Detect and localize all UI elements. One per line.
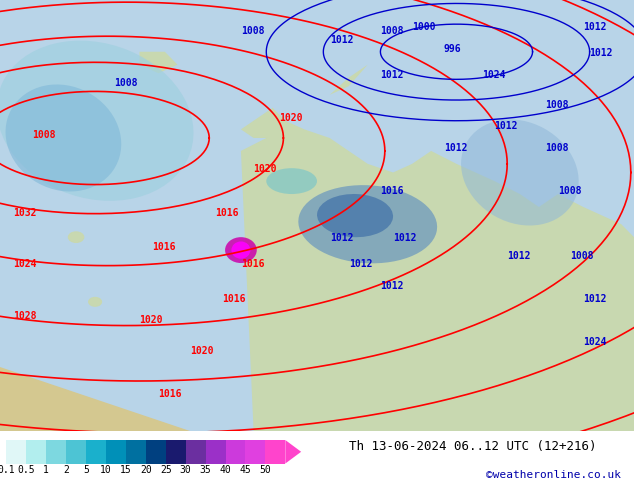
Text: 1008: 1008 (545, 143, 569, 153)
Text: 1008: 1008 (241, 26, 264, 36)
Text: 1012: 1012 (583, 22, 607, 32)
Text: 1024: 1024 (13, 259, 36, 270)
Bar (66, 440, 86, 464)
Bar (186, 440, 205, 464)
Polygon shape (285, 440, 301, 464)
Polygon shape (0, 367, 634, 474)
Text: 15: 15 (120, 466, 132, 475)
Text: 1012: 1012 (590, 48, 613, 58)
Bar (146, 440, 165, 464)
Text: 1020: 1020 (190, 345, 214, 356)
Bar (205, 440, 226, 464)
Ellipse shape (299, 185, 437, 263)
Text: 1012: 1012 (330, 35, 353, 45)
Text: 45: 45 (240, 466, 251, 475)
Text: 1016: 1016 (158, 389, 182, 399)
Bar (86, 440, 106, 464)
Polygon shape (241, 108, 285, 138)
Text: 2: 2 (63, 466, 69, 475)
Text: 40: 40 (219, 466, 231, 475)
Bar (6, 440, 26, 464)
Polygon shape (241, 121, 634, 431)
Text: 1016: 1016 (216, 208, 239, 218)
Ellipse shape (266, 168, 317, 194)
Text: 1008: 1008 (571, 251, 594, 261)
Text: 1012: 1012 (507, 251, 531, 261)
Ellipse shape (0, 41, 193, 201)
Text: 0.1: 0.1 (0, 466, 15, 475)
Bar (266, 440, 285, 464)
Text: 30: 30 (180, 466, 191, 475)
Text: 996: 996 (444, 44, 462, 54)
Bar (165, 440, 186, 464)
Text: 50: 50 (259, 466, 271, 475)
Text: 20: 20 (140, 466, 152, 475)
Bar (126, 440, 146, 464)
Text: ©weatheronline.co.uk: ©weatheronline.co.uk (486, 470, 621, 480)
Circle shape (68, 232, 84, 243)
Text: 1028: 1028 (13, 311, 36, 321)
Text: 1012: 1012 (380, 281, 404, 291)
Text: 1012: 1012 (380, 70, 404, 79)
Text: 1032: 1032 (13, 208, 36, 218)
Text: 1016: 1016 (241, 259, 264, 270)
Text: 1020: 1020 (279, 113, 302, 122)
Text: 1020: 1020 (254, 165, 277, 174)
Bar (245, 440, 266, 464)
Ellipse shape (6, 84, 121, 192)
Bar (26, 440, 46, 464)
Text: 1024: 1024 (583, 337, 607, 347)
Ellipse shape (225, 237, 257, 263)
Ellipse shape (317, 194, 393, 237)
Text: 1000: 1000 (412, 22, 436, 32)
Circle shape (89, 297, 101, 306)
Text: 1008: 1008 (558, 186, 581, 196)
Text: 1024: 1024 (482, 70, 505, 79)
Text: 10: 10 (100, 466, 112, 475)
Text: 1016: 1016 (380, 186, 404, 196)
Text: 25: 25 (160, 466, 172, 475)
Bar (106, 440, 126, 464)
Text: 1008: 1008 (380, 26, 404, 36)
Polygon shape (139, 52, 178, 74)
Bar (226, 440, 245, 464)
Text: 1012: 1012 (495, 122, 518, 131)
Text: 1020: 1020 (139, 316, 163, 325)
Text: 1012: 1012 (330, 233, 353, 244)
Polygon shape (330, 34, 412, 95)
Text: 1008: 1008 (32, 130, 55, 140)
Text: 1016: 1016 (222, 294, 245, 304)
Text: 35: 35 (200, 466, 212, 475)
Ellipse shape (231, 242, 250, 259)
Text: 1012: 1012 (444, 143, 467, 153)
Text: 1012: 1012 (349, 259, 372, 270)
Text: 1012: 1012 (583, 294, 607, 304)
Text: 1016: 1016 (152, 242, 176, 252)
Text: 1008: 1008 (114, 78, 138, 88)
Text: Precipitation [mm] ECMWF: Precipitation [mm] ECMWF (6, 440, 186, 453)
Text: 5: 5 (83, 466, 89, 475)
Text: Th 13-06-2024 06..12 UTC (12+216): Th 13-06-2024 06..12 UTC (12+216) (349, 440, 596, 453)
Text: 1012: 1012 (393, 233, 417, 244)
Ellipse shape (461, 120, 579, 225)
Text: 1: 1 (43, 466, 49, 475)
Text: 0.5: 0.5 (18, 466, 35, 475)
Bar (46, 440, 66, 464)
Text: 1008: 1008 (545, 100, 569, 110)
